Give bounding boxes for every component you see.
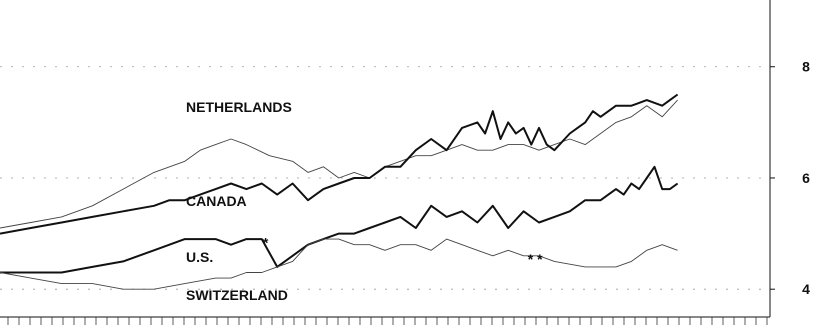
series-line-u-s: [0, 165, 679, 274]
series-lines: [0, 93, 679, 290]
annotation-asterisk: * *: [528, 251, 543, 267]
series-label-canada: CANADA: [186, 193, 247, 209]
y-tick-label-6: 6: [802, 170, 810, 186]
series-line-switzerland: [0, 238, 678, 290]
gridlines: [0, 66, 770, 290]
series-label-switzerland: SWITZERLAND: [186, 287, 288, 303]
annotations: * * *: [263, 234, 543, 267]
series-label-netherlands: NETHERLANDS: [186, 99, 292, 115]
series-label-u-s: U.S.: [186, 249, 213, 265]
annotation-asterisk: *: [263, 234, 269, 250]
series-line-netherlands: [0, 99, 678, 229]
y-axis-ticks: 8 6 4: [770, 59, 810, 297]
y-tick-label-8: 8: [802, 59, 810, 75]
series-labels: NETHERLANDS CANADA U.S. SWITZERLAND: [186, 99, 292, 303]
y-tick-label-4: 4: [802, 281, 810, 297]
x-axis-ticks: [7, 317, 768, 325]
series-line-canada: [0, 93, 679, 235]
